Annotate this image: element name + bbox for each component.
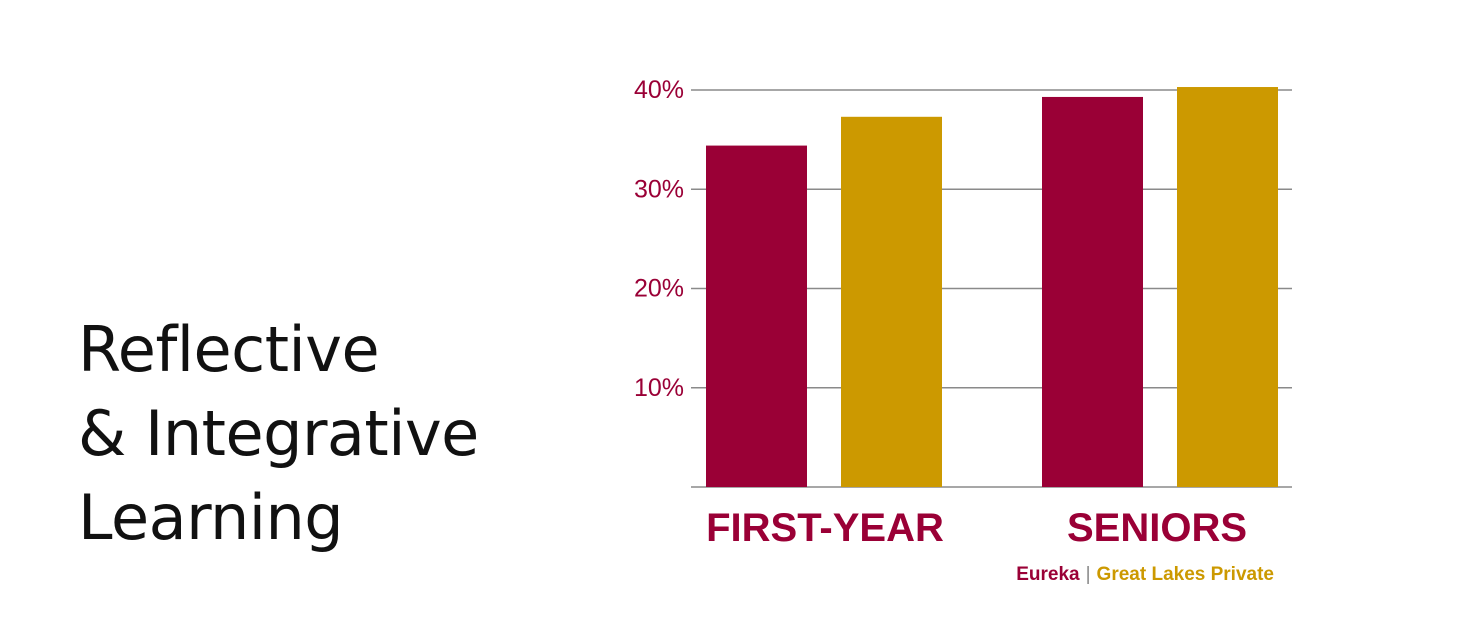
y-axis-tick-labels: 10% 20% 30% 40% — [634, 76, 684, 402]
bars — [706, 87, 1278, 488]
category-label-first-year: FIRST-YEAR — [706, 506, 944, 550]
bar-first-year-great-lakes-private — [841, 116, 942, 488]
category-label-seniors: SENIORS — [1067, 506, 1247, 550]
y-tick-label-40: 40% — [634, 76, 684, 104]
legend: Eureka | Great Lakes Private — [0, 564, 1274, 586]
legend-item-great-lakes-private: Great Lakes Private — [1096, 564, 1274, 585]
legend-item-eureka: Eureka — [1016, 564, 1080, 585]
category-labels: FIRST-YEAR SENIORS — [706, 506, 1247, 550]
y-tick-label-30: 30% — [634, 175, 684, 203]
bar-first-year-eureka — [706, 145, 807, 487]
bar-seniors-great-lakes-private — [1177, 87, 1278, 488]
y-tick-label-20: 20% — [634, 275, 684, 303]
bar-seniors-eureka — [1042, 96, 1143, 487]
y-tick-label-10: 10% — [634, 374, 684, 402]
title-line-3: Learning — [78, 481, 344, 554]
legend-separator: | — [1085, 564, 1091, 585]
title-line-1: Reflective — [78, 313, 380, 386]
title-line-2: & Integrative — [78, 397, 479, 470]
chart-title: Reflective & Integrative Learning — [78, 308, 479, 560]
